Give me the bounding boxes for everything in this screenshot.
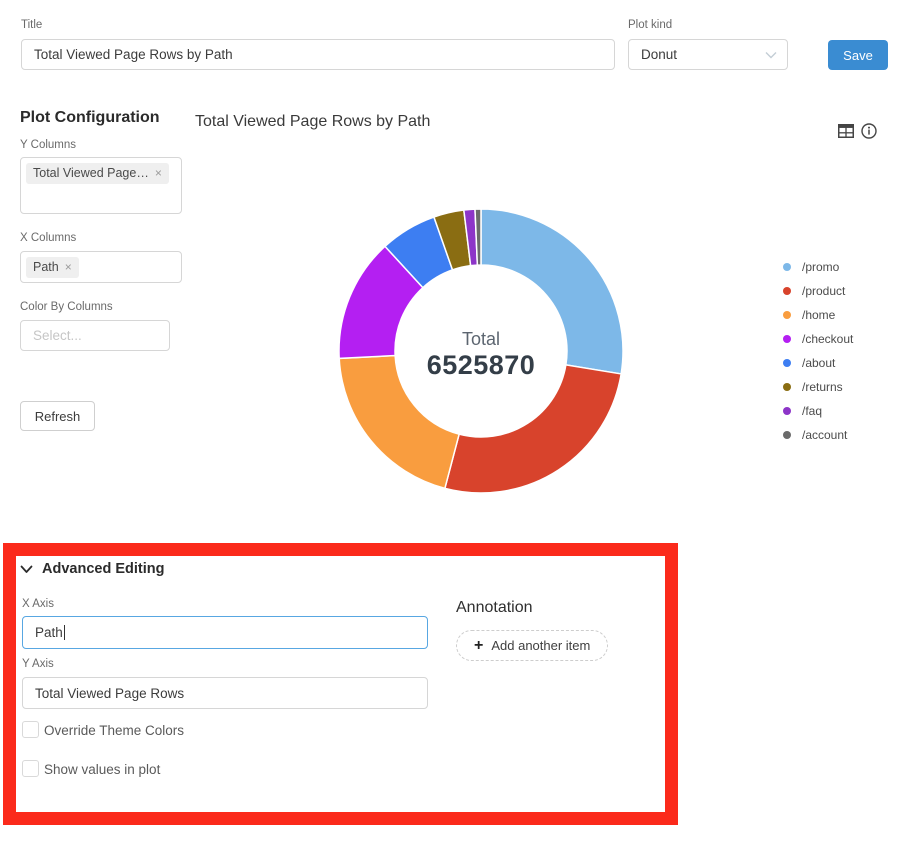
plot-kind-label: Plot kind: [628, 19, 673, 31]
color-by-columns-select[interactable]: Select...: [20, 320, 170, 351]
y-axis-label: Y Axis: [22, 658, 54, 670]
remove-tag-icon[interactable]: [155, 166, 162, 180]
legend-label: /about: [802, 356, 836, 370]
y-columns-label: Y Columns: [20, 139, 77, 151]
donut-chart: [338, 208, 624, 494]
chevron-down-icon: [20, 565, 33, 574]
legend-item[interactable]: /returns: [783, 375, 853, 399]
legend-dot-icon: [783, 335, 791, 343]
text-cursor: [63, 625, 65, 640]
color-by-placeholder: Select...: [33, 328, 82, 343]
advanced-editing-highlight: [3, 543, 678, 825]
legend-dot-icon: [783, 383, 791, 391]
y-columns-box[interactable]: Total Viewed Page…: [20, 157, 182, 214]
save-button[interactable]: Save: [828, 40, 888, 70]
plot-kind-value: Donut: [641, 47, 678, 62]
legend-label: /returns: [802, 380, 843, 394]
override-theme-colors-label: Override Theme Colors: [44, 723, 185, 738]
show-values-checkbox[interactable]: [22, 760, 39, 777]
x-axis-label: X Axis: [22, 598, 54, 610]
advanced-editing-header[interactable]: Advanced Editing: [20, 561, 164, 577]
title-input-value: Total Viewed Page Rows by Path: [34, 47, 233, 62]
legend-item[interactable]: /product: [783, 279, 853, 303]
override-theme-colors-checkbox[interactable]: [22, 721, 39, 738]
legend-item[interactable]: /home: [783, 303, 853, 327]
legend-dot-icon: [783, 263, 791, 271]
legend-dot-icon: [783, 407, 791, 415]
info-icon[interactable]: [861, 123, 877, 139]
advanced-editing-title: Advanced Editing: [42, 561, 165, 577]
legend-dot-icon: [783, 431, 791, 439]
legend-item[interactable]: /promo: [783, 255, 853, 279]
legend-label: /account: [802, 428, 848, 442]
refresh-button[interactable]: Refresh: [20, 401, 95, 431]
legend-dot-icon: [783, 287, 791, 295]
chevron-down-icon: [765, 51, 777, 59]
legend-label: /checkout: [802, 332, 854, 346]
add-annotation-item-button[interactable]: Add another item: [456, 630, 609, 661]
donut-slice-product: [443, 364, 622, 494]
donut-center: Total 6525870: [381, 329, 581, 381]
show-values-label: Show values in plot: [44, 762, 161, 777]
color-by-columns-label: Color By Columns: [20, 301, 113, 313]
legend-item[interactable]: /account: [783, 423, 853, 447]
table-icon[interactable]: [838, 124, 854, 138]
legend-label: /faq: [802, 404, 823, 418]
title-label: Title: [21, 19, 43, 31]
plot-kind-select[interactable]: Donut: [628, 39, 788, 70]
add-annotation-item-label: Add another item: [491, 638, 591, 653]
chart-title: Total Viewed Page Rows by Path: [195, 113, 431, 130]
legend-label: /promo: [802, 260, 840, 274]
donut-slice-account: [474, 208, 482, 266]
donut-total-label: Total: [461, 329, 501, 349]
y-axis-input[interactable]: Total Viewed Page Rows: [22, 677, 428, 709]
legend-item[interactable]: /about: [783, 351, 853, 375]
legend-label: /home: [802, 308, 836, 322]
legend-dot-icon: [783, 359, 791, 367]
legend: /promo/product/home/checkout/about/retur…: [783, 255, 853, 447]
annotation-heading: Annotation: [456, 599, 533, 616]
x-axis-input[interactable]: Path: [22, 616, 428, 649]
title-input[interactable]: Total Viewed Page Rows by Path: [21, 39, 615, 70]
x-columns-tag: Path: [26, 256, 79, 278]
plot-configuration-heading: Plot Configuration: [20, 109, 160, 126]
remove-tag-icon[interactable]: [65, 260, 72, 274]
legend-dot-icon: [783, 311, 791, 319]
donut-slice-promo: [480, 208, 624, 375]
y-columns-tag-label: Total Viewed Page…: [33, 166, 149, 180]
x-columns-label: X Columns: [20, 232, 77, 244]
legend-item[interactable]: /faq: [783, 399, 853, 423]
y-columns-tag: Total Viewed Page…: [26, 163, 169, 184]
x-columns-tag-label: Path: [33, 259, 59, 274]
y-axis-input-value: Total Viewed Page Rows: [35, 685, 185, 701]
legend-label: /product: [802, 284, 846, 298]
x-axis-input-value: Path: [35, 625, 63, 640]
donut-total-value: 6525870: [426, 350, 536, 380]
legend-item[interactable]: /checkout: [783, 327, 853, 351]
x-columns-box[interactable]: Path: [20, 251, 182, 283]
